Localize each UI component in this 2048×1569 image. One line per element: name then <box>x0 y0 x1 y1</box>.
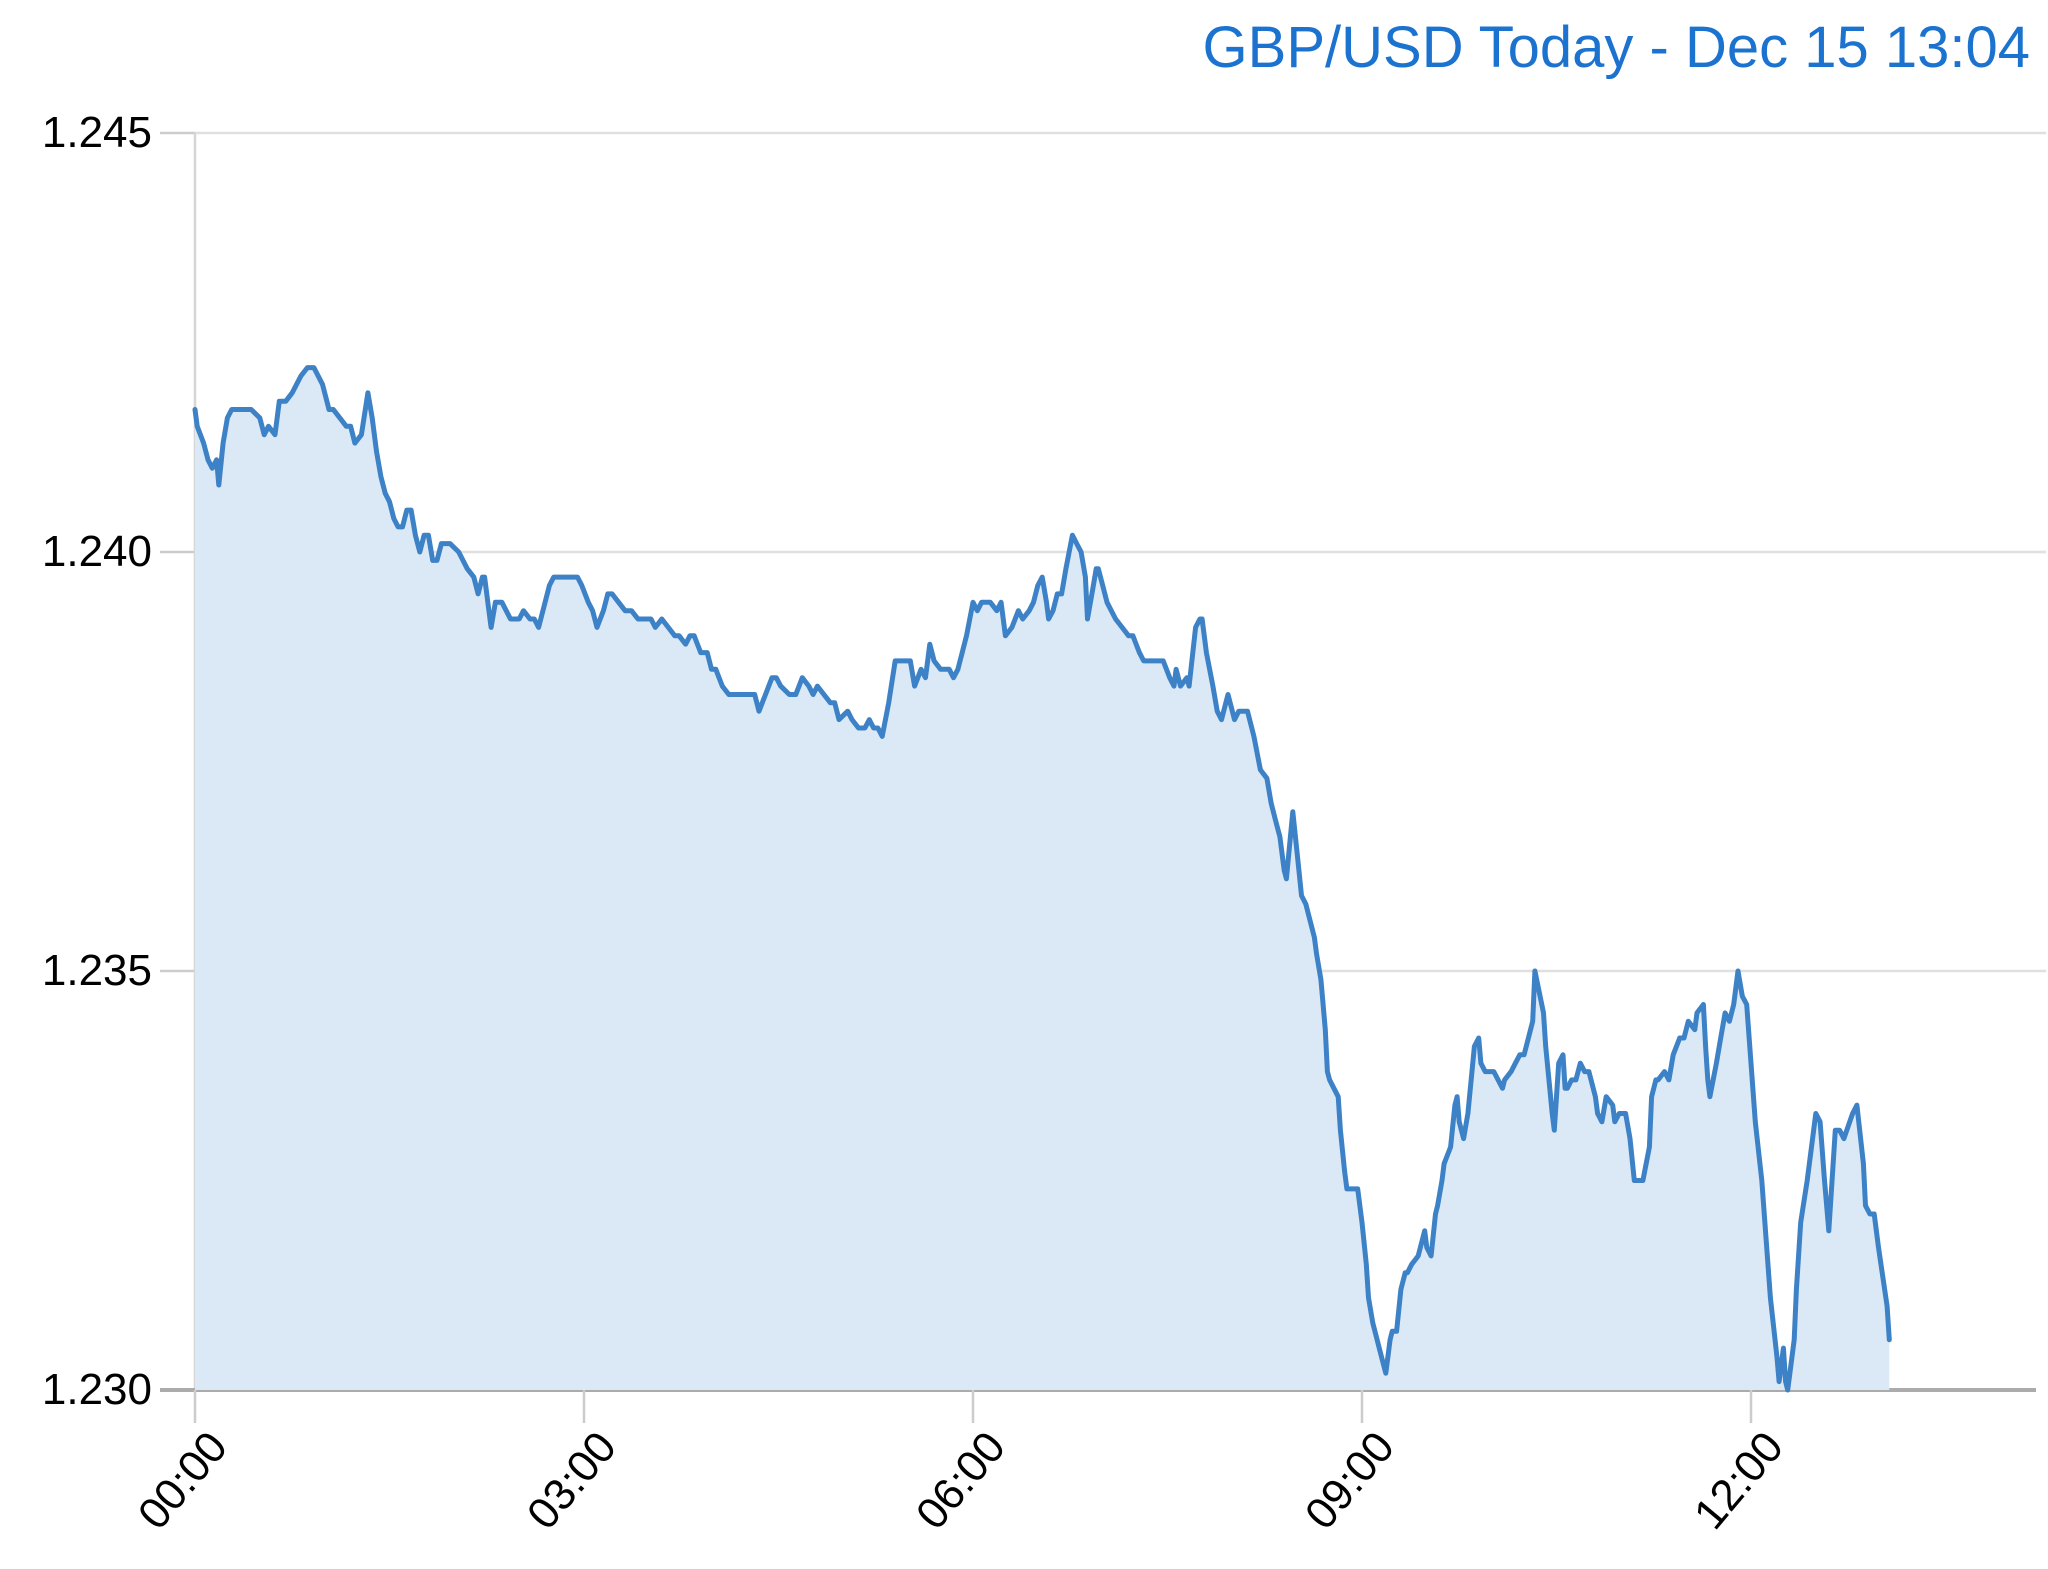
price-line <box>192 365 1892 1393</box>
area-fill <box>195 367 1890 1391</box>
y-tick-label: 1.245 <box>41 108 152 157</box>
price-area-chart[interactable] <box>0 0 2048 1536</box>
y-tick-label: 1.240 <box>41 527 152 576</box>
y-tick-label: 1.235 <box>41 946 152 995</box>
chart-title: GBP/USD Today - Dec 15 13:04 <box>1202 15 2030 80</box>
y-tick-label: 1.230 <box>41 1365 152 1414</box>
